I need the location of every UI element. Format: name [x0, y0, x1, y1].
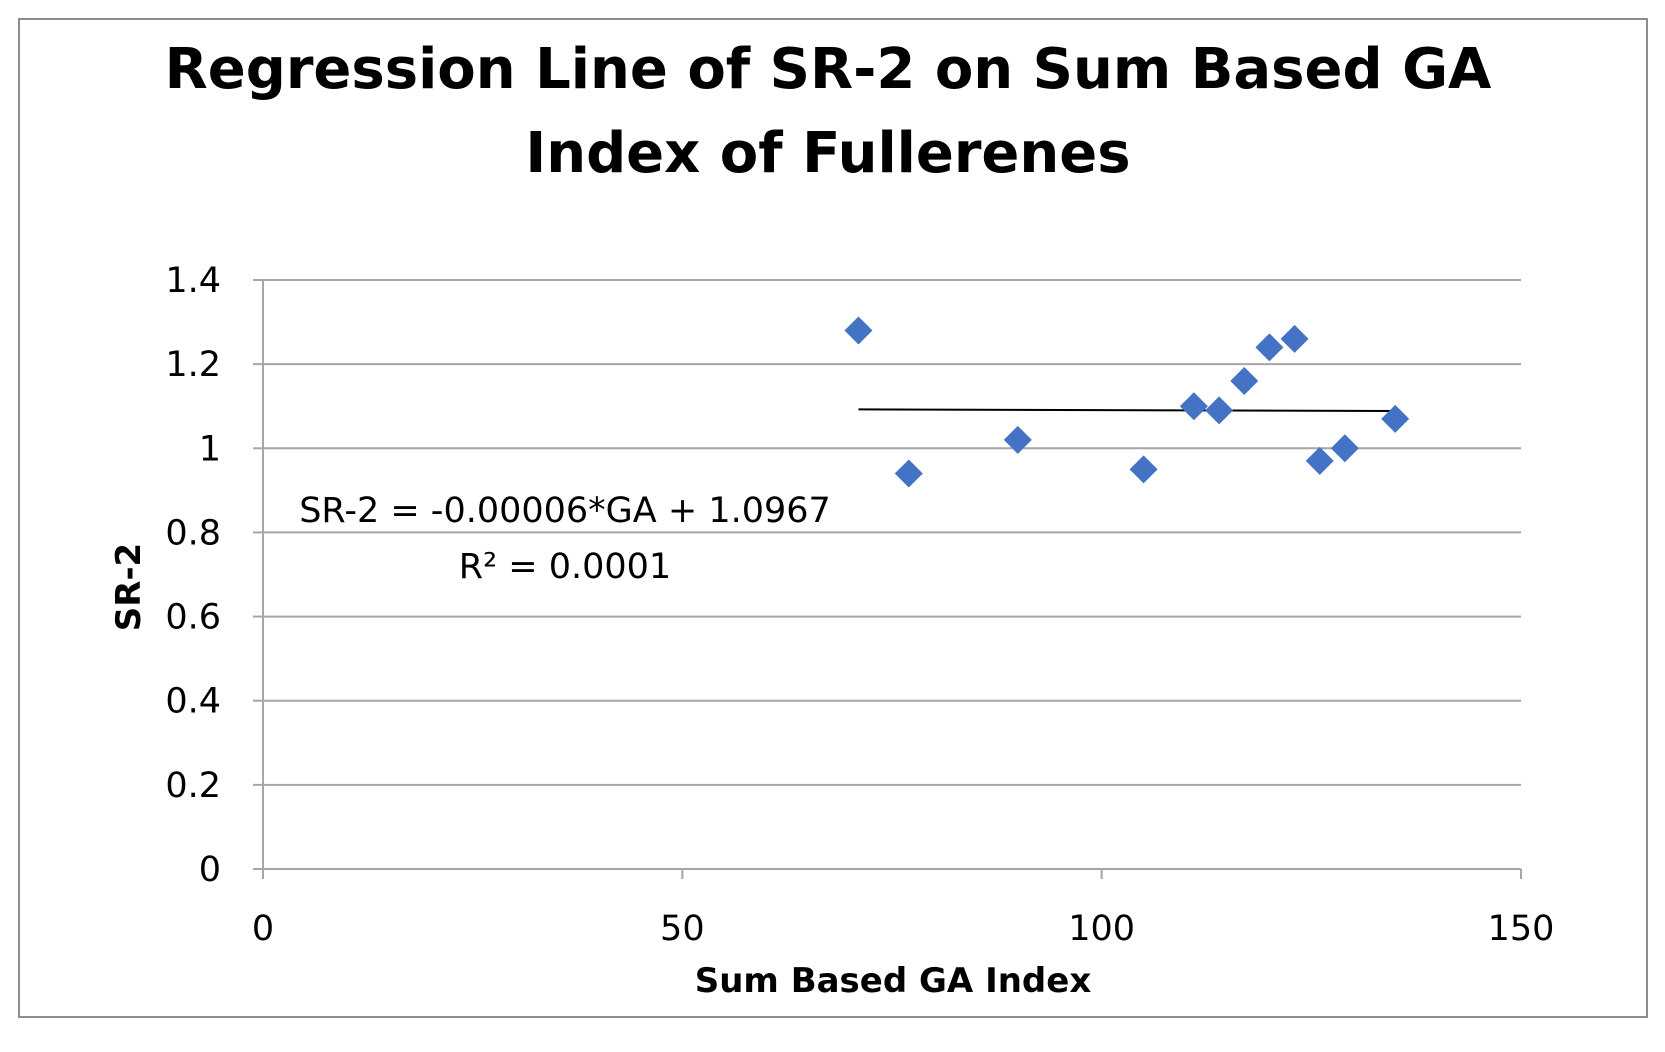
y-tick-label-1: 0.2 [165, 766, 221, 806]
data-point-11 [1381, 404, 1410, 433]
data-point-6 [1230, 366, 1259, 395]
x-tick-label-2: 100 [1068, 909, 1135, 949]
data-points [844, 316, 1410, 488]
y-tick-label-0: 0 [199, 850, 221, 890]
r-squared-label: R² = 0.0001 [459, 547, 671, 587]
data-point-4 [1179, 392, 1208, 421]
tick-labels: 0 0.2 0.4 0.6 0.8 1 1.2 1.4 0 50 100 150 [165, 261, 1554, 949]
data-point-0 [844, 316, 873, 345]
y-tick-label-7: 1.4 [165, 261, 221, 301]
x-axis-title: Sum Based GA Index [695, 961, 1092, 1001]
data-point-5 [1205, 396, 1234, 425]
gridlines [263, 279, 1521, 786]
trendline [858, 408, 1396, 413]
y-tick-label-6: 1.2 [165, 345, 221, 385]
y-tick-label-3: 0.6 [165, 598, 221, 638]
data-point-7 [1255, 333, 1284, 362]
y-tick-label-2: 0.4 [165, 682, 221, 722]
data-point-2 [1003, 425, 1032, 454]
trendline-group [858, 408, 1396, 413]
data-point-9 [1305, 446, 1334, 475]
data-point-10 [1330, 434, 1359, 463]
trendline-equation: SR-2 = -0.00006*GA + 1.0967 [299, 491, 831, 531]
y-tick-label-5: 1 [199, 429, 221, 469]
data-point-1 [894, 459, 923, 488]
x-tick-label-0: 0 [252, 909, 274, 949]
chart-title-line-1: Regression Line of SR-2 on Sum Based GA [165, 37, 1492, 102]
axes [253, 279, 1522, 879]
y-tick-label-4: 0.8 [165, 513, 221, 553]
x-tick-label-3: 150 [1488, 909, 1555, 949]
data-point-3 [1129, 455, 1158, 484]
data-point-8 [1280, 324, 1309, 353]
y-axis-title: SR-2 [109, 543, 149, 631]
x-tick-label-1: 50 [660, 909, 705, 949]
chart-title-line-2: Index of Fullerenes [525, 121, 1130, 186]
chart-frame [18, 18, 1648, 1018]
